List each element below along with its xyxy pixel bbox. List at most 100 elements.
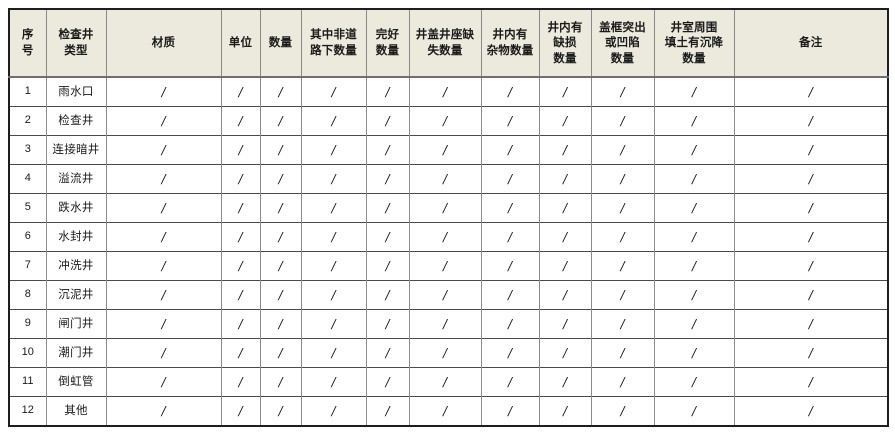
cell-settle[interactable]: / (653, 367, 735, 397)
cell-qty[interactable]: / (259, 193, 302, 223)
cell-covmiss[interactable]: / (408, 309, 482, 339)
cell-unit[interactable]: / (220, 164, 261, 194)
cell-qty[interactable]: / (259, 396, 302, 426)
cell-qty[interactable]: / (259, 222, 302, 252)
cell-type[interactable]: 其他 (45, 396, 107, 426)
cell-frame[interactable]: / (590, 135, 655, 165)
cell-nonroad[interactable]: / (300, 338, 367, 368)
cell-seq[interactable]: 10 (9, 338, 47, 368)
cell-covmiss[interactable]: / (408, 77, 482, 107)
column-header-unit[interactable]: 单位 (220, 9, 261, 78)
cell-material[interactable]: / (105, 280, 222, 310)
cell-type[interactable]: 潮门井 (45, 338, 107, 368)
cell-defect[interactable]: / (538, 367, 592, 397)
cell-qty[interactable]: / (259, 77, 302, 107)
cell-seq[interactable]: 9 (9, 309, 47, 339)
cell-type[interactable]: 闸门井 (45, 309, 107, 339)
cell-nonroad[interactable]: / (300, 164, 367, 194)
cell-seq[interactable]: 8 (9, 280, 47, 310)
cell-settle[interactable]: / (653, 164, 735, 194)
cell-settle[interactable]: / (653, 251, 735, 281)
cell-nonroad[interactable]: / (300, 367, 367, 397)
cell-defect[interactable]: / (538, 396, 592, 426)
cell-intact[interactable]: / (365, 77, 410, 107)
cell-qty[interactable]: / (259, 367, 302, 397)
cell-type[interactable]: 倒虹管 (45, 367, 107, 397)
cell-intact[interactable]: / (365, 367, 410, 397)
cell-intact[interactable]: / (365, 309, 410, 339)
cell-material[interactable]: / (105, 135, 222, 165)
cell-covmiss[interactable]: / (408, 280, 482, 310)
cell-unit[interactable]: / (220, 367, 261, 397)
cell-intact[interactable]: / (365, 396, 410, 426)
cell-type[interactable]: 冲洗井 (45, 251, 107, 281)
cell-nonroad[interactable]: / (300, 106, 367, 136)
cell-remark[interactable]: / (733, 164, 888, 194)
cell-frame[interactable]: / (590, 222, 655, 252)
cell-settle[interactable]: / (653, 280, 735, 310)
cell-remark[interactable]: / (733, 106, 888, 136)
cell-remark[interactable]: / (733, 135, 888, 165)
cell-covmiss[interactable]: / (408, 367, 482, 397)
cell-type[interactable]: 连接暗井 (45, 135, 107, 165)
cell-frame[interactable]: / (590, 77, 655, 107)
cell-type[interactable]: 溢流井 (45, 164, 107, 194)
cell-settle[interactable]: / (653, 135, 735, 165)
cell-remark[interactable]: / (733, 280, 888, 310)
cell-intact[interactable]: / (365, 193, 410, 223)
cell-intact[interactable]: / (365, 135, 410, 165)
cell-seq[interactable]: 4 (9, 164, 47, 194)
cell-qty[interactable]: / (259, 280, 302, 310)
cell-debris[interactable]: / (480, 280, 540, 310)
cell-covmiss[interactable]: / (408, 135, 482, 165)
cell-settle[interactable]: / (653, 396, 735, 426)
column-header-nonroad[interactable]: 其中非道 路下数量 (300, 9, 367, 78)
cell-frame[interactable]: / (590, 280, 655, 310)
cell-settle[interactable]: / (653, 222, 735, 252)
cell-debris[interactable]: / (480, 135, 540, 165)
cell-defect[interactable]: / (538, 193, 592, 223)
cell-remark[interactable]: / (733, 193, 888, 223)
cell-material[interactable]: / (105, 106, 222, 136)
cell-unit[interactable]: / (220, 309, 261, 339)
cell-settle[interactable]: / (653, 309, 735, 339)
cell-covmiss[interactable]: / (408, 193, 482, 223)
cell-material[interactable]: / (105, 309, 222, 339)
cell-intact[interactable]: / (365, 164, 410, 194)
cell-unit[interactable]: / (220, 106, 261, 136)
cell-settle[interactable]: / (653, 77, 735, 107)
column-header-defect[interactable]: 井内有 缺损 数量 (538, 9, 592, 78)
cell-nonroad[interactable]: / (300, 309, 367, 339)
cell-defect[interactable]: / (538, 77, 592, 107)
cell-remark[interactable]: / (733, 222, 888, 252)
column-header-intact[interactable]: 完好 数量 (365, 9, 410, 78)
cell-nonroad[interactable]: / (300, 193, 367, 223)
cell-frame[interactable]: / (590, 338, 655, 368)
column-header-debris[interactable]: 井内有 杂物数量 (480, 9, 540, 78)
cell-nonroad[interactable]: / (300, 135, 367, 165)
cell-seq[interactable]: 6 (9, 222, 47, 252)
cell-debris[interactable]: / (480, 251, 540, 281)
cell-defect[interactable]: / (538, 251, 592, 281)
cell-covmiss[interactable]: / (408, 338, 482, 368)
cell-intact[interactable]: / (365, 280, 410, 310)
cell-type[interactable]: 跌水井 (45, 193, 107, 223)
cell-frame[interactable]: / (590, 193, 655, 223)
cell-seq[interactable]: 5 (9, 193, 47, 223)
cell-intact[interactable]: / (365, 251, 410, 281)
cell-material[interactable]: / (105, 164, 222, 194)
column-header-material[interactable]: 材质 (105, 9, 222, 78)
cell-frame[interactable]: / (590, 164, 655, 194)
cell-unit[interactable]: / (220, 338, 261, 368)
column-header-covmiss[interactable]: 井盖井座缺 失数量 (408, 9, 482, 78)
cell-remark[interactable]: / (733, 251, 888, 281)
column-header-seq[interactable]: 序 号 (9, 9, 47, 78)
cell-remark[interactable]: / (733, 338, 888, 368)
column-header-remark[interactable]: 备注 (733, 9, 888, 78)
cell-remark[interactable]: / (733, 396, 888, 426)
cell-defect[interactable]: / (538, 309, 592, 339)
cell-nonroad[interactable]: / (300, 280, 367, 310)
cell-covmiss[interactable]: / (408, 222, 482, 252)
cell-nonroad[interactable]: / (300, 251, 367, 281)
cell-debris[interactable]: / (480, 193, 540, 223)
